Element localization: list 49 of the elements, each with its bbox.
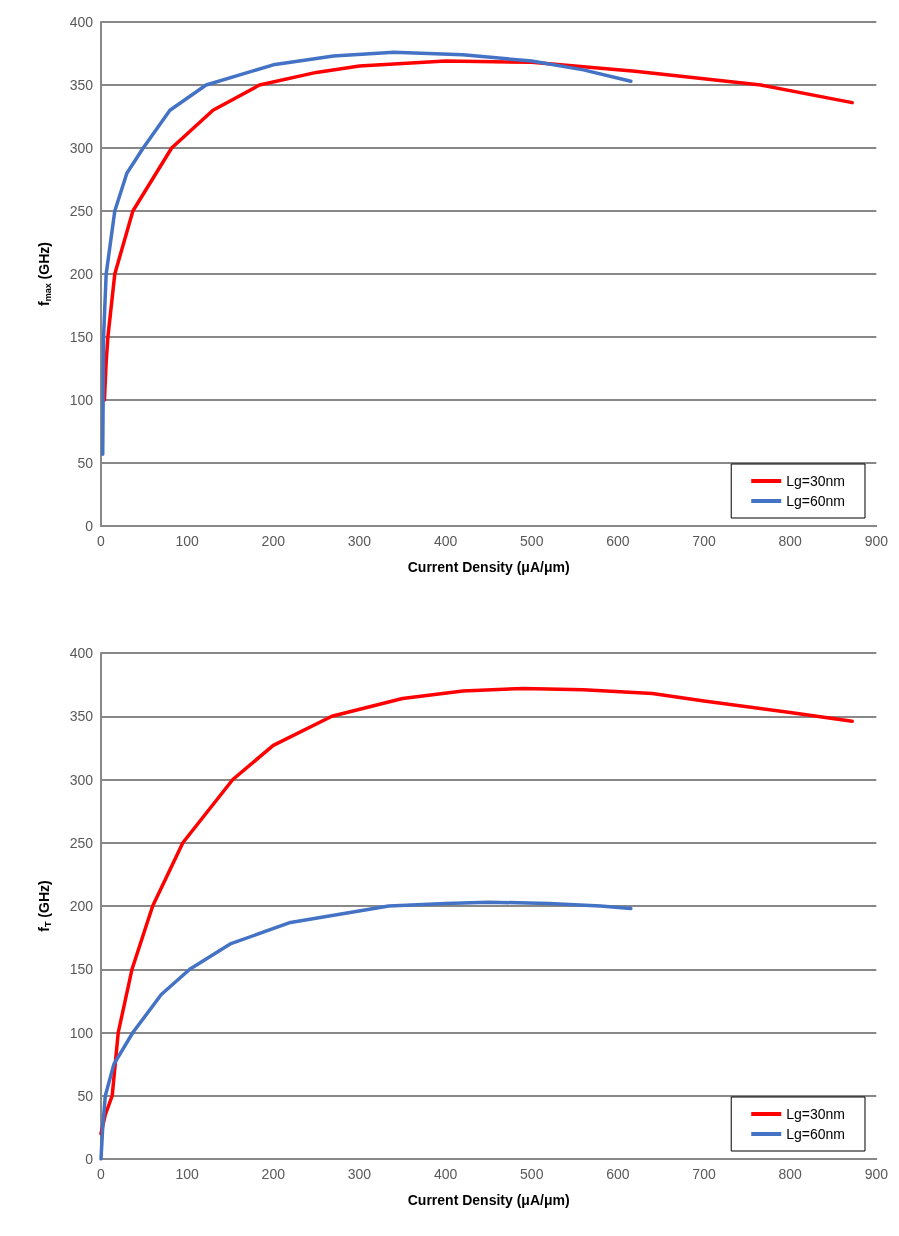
x-tick-label: 200 [261, 533, 286, 549]
y-tick-label: 350 [69, 708, 94, 725]
line-series [99, 900, 633, 1161]
legend-label: Lg=60nm [786, 1126, 846, 1142]
y-tick-label: 200 [69, 266, 94, 282]
x-tick-label: 0 [97, 533, 106, 549]
x-tick-label: 400 [433, 533, 458, 549]
y-tick-label: 100 [69, 392, 94, 408]
y-tick-label: 300 [69, 771, 94, 788]
legend-label: Lg=30nm [786, 473, 846, 489]
x-tick-label: 800 [778, 533, 803, 549]
x-tick-label: 700 [692, 533, 716, 549]
x-tick-label: 900 [864, 1166, 889, 1182]
y-tick-label: 0 [85, 518, 94, 534]
x-axis-title: Current Density (μA/μm) [407, 559, 570, 575]
y-tick-label: 250 [69, 203, 94, 219]
y-tick-label: 0 [85, 1151, 94, 1167]
y-tick-label: 100 [69, 1024, 94, 1041]
x-tick-label: 100 [175, 1166, 200, 1182]
x-tick-label: 800 [778, 1166, 803, 1182]
x-tick-label: 500 [520, 1166, 544, 1182]
y-axis-title: fT (GHz) [36, 880, 53, 932]
x-tick-label: 500 [520, 533, 544, 549]
x-tick-label: 700 [692, 1166, 716, 1182]
x-tick-label: 100 [175, 533, 200, 549]
x-tick-label: 300 [347, 533, 372, 549]
y-tick-label: 150 [69, 329, 94, 345]
x-tick-label: 900 [864, 533, 889, 549]
y-tick-label: 50 [77, 455, 94, 471]
x-tick-label: 600 [606, 533, 630, 549]
y-tick-label: 400 [69, 14, 94, 30]
x-tick-label: 400 [433, 1166, 458, 1182]
line-series [102, 59, 854, 402]
y-tick-label: 350 [69, 77, 94, 93]
y-tick-label: 400 [69, 645, 94, 661]
legend-label: Lg=60nm [786, 493, 846, 509]
x-tick-label: 0 [97, 1166, 106, 1182]
x-tick-label: 600 [606, 1166, 630, 1182]
y-tick-label: 300 [69, 140, 94, 156]
x-tick-label: 300 [347, 1166, 372, 1182]
x-tick-label: 200 [261, 1166, 286, 1182]
legend-label: Lg=30nm [786, 1106, 846, 1122]
y-tick-label: 150 [69, 961, 94, 978]
x-axis-title: Current Density (μA/μm) [407, 1192, 570, 1208]
line-series [100, 50, 633, 456]
y-axis-title: fmax (GHz) [36, 242, 53, 306]
y-tick-label: 50 [77, 1087, 94, 1104]
y-tick-label: 250 [69, 834, 94, 851]
y-tick-label: 200 [69, 898, 94, 914]
